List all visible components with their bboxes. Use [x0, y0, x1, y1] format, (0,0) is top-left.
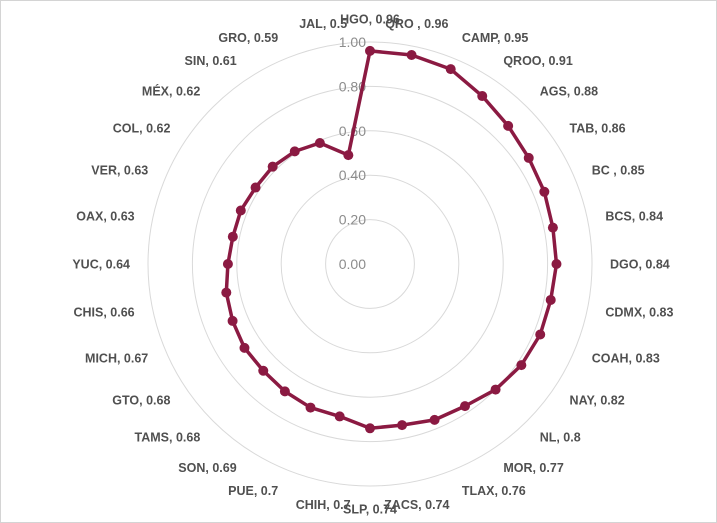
data-point: [516, 360, 527, 371]
data-point: [222, 259, 233, 269]
data-point: [305, 402, 316, 413]
series-line: [224, 49, 559, 431]
grid-ring: [147, 41, 593, 487]
grid-ring: [325, 219, 415, 309]
category-label: JAL, 0.5: [299, 17, 347, 31]
data-point: [365, 423, 375, 434]
axis-tick-label: 0.40: [339, 167, 366, 183]
data-point: [343, 150, 354, 161]
category-label: QRO , 0.96: [385, 17, 448, 31]
data-point: [221, 287, 232, 298]
category-label: NAY, 0.82: [570, 394, 625, 408]
category-label: CDMX, 0.83: [605, 305, 673, 319]
axis-tick-label: 0.00: [339, 256, 366, 272]
axis-tick-label: 1.00: [339, 34, 366, 50]
category-label: BCS, 0.84: [605, 210, 663, 224]
data-point: [258, 365, 269, 376]
category-label: SIN, 0.61: [185, 54, 237, 68]
data-point: [397, 420, 408, 431]
data-point: [227, 315, 238, 326]
category-label: VER, 0.63: [91, 164, 148, 178]
axis-tick-label: 0.80: [339, 78, 366, 94]
category-label: COAH, 0.83: [592, 351, 660, 365]
data-point: [289, 146, 300, 157]
data-point: [445, 64, 456, 75]
data-point: [459, 401, 470, 412]
category-label: TAB, 0.86: [570, 121, 626, 135]
axis-tick-label: 0.20: [339, 212, 366, 228]
data-point: [279, 386, 290, 397]
data-point: [239, 342, 250, 353]
data-point: [535, 329, 546, 340]
category-label: HGO, 0.96: [340, 13, 400, 27]
category-label: TLAX, 0.76: [462, 484, 526, 498]
category-label: SLP, 0.74: [343, 503, 397, 517]
data-point: [503, 120, 514, 131]
category-label: PUE, 0.7: [228, 484, 278, 498]
data-point: [267, 161, 278, 172]
data-point: [227, 231, 238, 242]
category-label: QROO, 0.91: [503, 54, 573, 68]
data-point: [539, 186, 550, 197]
category-label: ZACS, 0.74: [384, 498, 449, 512]
grid-ring: [280, 174, 460, 354]
data-point: [235, 205, 246, 216]
category-label: CHIH, 0.7: [296, 498, 351, 512]
tick-label-layer: 0.000.200.400.600.801.00: [339, 34, 366, 272]
data-point: [547, 222, 558, 233]
data-point: [490, 384, 501, 395]
category-label: AGS, 0.88: [540, 84, 598, 98]
data-point: [551, 259, 562, 269]
category-label: SON, 0.69: [178, 461, 236, 475]
category-label: BC , 0.85: [592, 164, 645, 178]
data-point: [545, 294, 556, 305]
data-point: [523, 152, 534, 163]
category-label: TAMS, 0.68: [135, 431, 201, 445]
category-label: YUC, 0.64: [72, 258, 130, 272]
category-label: GRO, 0.59: [218, 31, 278, 45]
grid-ring: [236, 130, 504, 398]
category-label: CAMP, 0.95: [462, 31, 529, 45]
data-point: [334, 411, 345, 422]
grid-ring: [191, 85, 549, 443]
grid-layer: [147, 41, 593, 487]
data-point: [250, 182, 261, 193]
data-point: [406, 49, 417, 60]
series-layer: [221, 45, 562, 434]
category-label: GTO, 0.68: [112, 394, 170, 408]
data-point: [477, 91, 488, 102]
category-label: CHIS, 0.66: [73, 305, 134, 319]
category-label: COL, 0.62: [113, 121, 171, 135]
category-label: MÉX, 0.62: [142, 83, 200, 98]
category-label: DGO, 0.84: [610, 258, 670, 272]
data-point: [314, 137, 325, 148]
category-label: NL, 0.8: [540, 431, 581, 445]
category-label: MICH, 0.67: [85, 351, 148, 365]
data-point: [365, 45, 375, 56]
category-label: MOR, 0.77: [503, 461, 563, 475]
category-label: OAX, 0.63: [76, 210, 134, 224]
data-point: [429, 414, 440, 425]
